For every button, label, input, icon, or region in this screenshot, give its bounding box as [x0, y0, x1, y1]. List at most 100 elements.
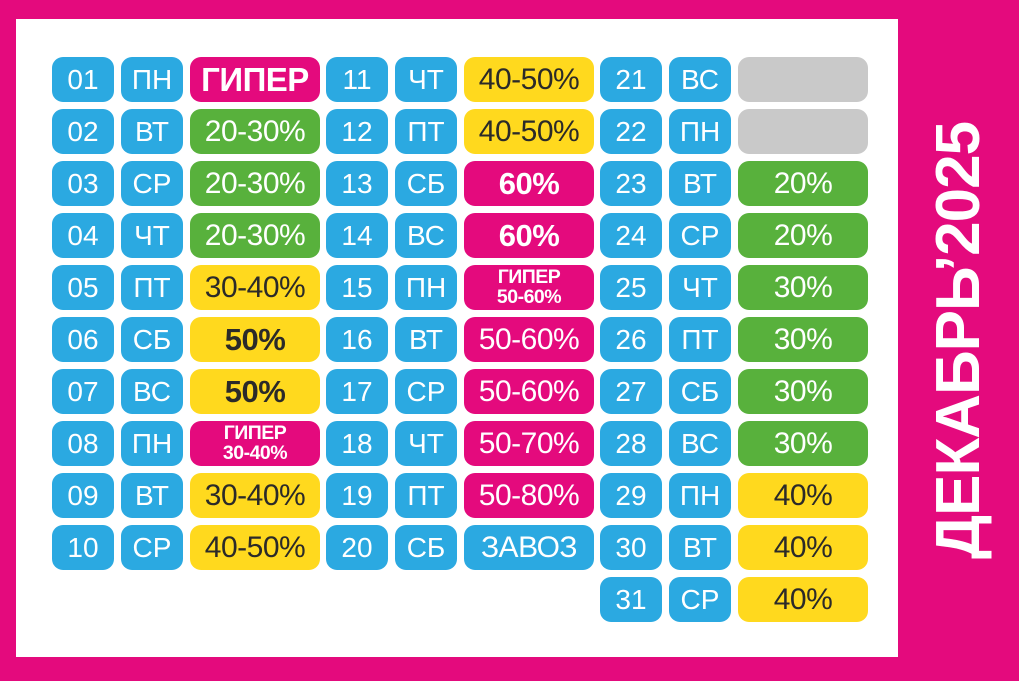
weekday-badge: ЧТ — [121, 213, 183, 258]
date-badge: 21 — [600, 57, 662, 102]
calendar-panel: 01 ПН ГИПЕР 02 ВТ 20-30% 03 СР 20-30% 04 ЧТ 20-30% 0… — [16, 19, 898, 657]
date-badge: 06 — [52, 317, 114, 362]
day-row: 04 ЧТ 20-30% — [52, 213, 320, 258]
day-row: 28 ВС 30% — [600, 421, 868, 466]
day-row: 08 ПН ГИПЕР 30-40% — [52, 421, 320, 466]
weekday-badge: ВС — [395, 213, 457, 258]
weekday-badge: СР — [669, 213, 731, 258]
discount-badge: 30% — [738, 421, 868, 466]
day-row: 16 ВТ 50-60% — [326, 317, 594, 362]
day-row: 02 ВТ 20-30% — [52, 109, 320, 154]
day-row: 11 ЧТ 40-50% — [326, 57, 594, 102]
discount-badge: 30% — [738, 317, 868, 362]
day-row: 03 СР 20-30% — [52, 161, 320, 206]
discount-badge-empty — [738, 109, 868, 154]
date-badge: 26 — [600, 317, 662, 362]
weekday-badge: ВТ — [669, 161, 731, 206]
date-badge: 10 — [52, 525, 114, 570]
date-badge: 24 — [600, 213, 662, 258]
day-row: 07 ВС 50% — [52, 369, 320, 414]
discount-badge: 40-50% — [464, 57, 594, 102]
discount-badge: 20-30% — [190, 109, 320, 154]
date-badge: 08 — [52, 421, 114, 466]
date-badge: 20 — [326, 525, 388, 570]
weekday-badge: ПТ — [669, 317, 731, 362]
weekday-badge: ЧТ — [395, 57, 457, 102]
date-badge: 13 — [326, 161, 388, 206]
day-row: 15 ПН ГИПЕР 50-60% — [326, 265, 594, 310]
discount-badge: 40% — [738, 473, 868, 518]
weekday-badge: ВС — [669, 57, 731, 102]
weekday-badge: СР — [395, 369, 457, 414]
day-row: 14 ВС 60% — [326, 213, 594, 258]
date-badge: 31 — [600, 577, 662, 622]
calendar-column-1: 01 ПН ГИПЕР 02 ВТ 20-30% 03 СР 20-30% 04 ЧТ 20-30% 0… — [52, 57, 320, 622]
discount-badge: 50% — [190, 317, 320, 362]
discount-badge: ЗАВОЗ — [464, 525, 594, 570]
weekday-badge: ВТ — [669, 525, 731, 570]
discount-badge: 20% — [738, 161, 868, 206]
day-row: 31 СР 40% — [600, 577, 868, 622]
date-badge: 27 — [600, 369, 662, 414]
date-badge: 17 — [326, 369, 388, 414]
month-title-band: ДЕКАБРЬ’2025 — [898, 0, 1019, 681]
weekday-badge: СР — [121, 161, 183, 206]
discount-badge: 40% — [738, 525, 868, 570]
date-badge: 16 — [326, 317, 388, 362]
day-row: 27 СБ 30% — [600, 369, 868, 414]
discount-badge: 20-30% — [190, 213, 320, 258]
date-badge: 28 — [600, 421, 662, 466]
discount-badge: 20-30% — [190, 161, 320, 206]
day-row: 20 СБ ЗАВОЗ — [326, 525, 594, 570]
discount-badge: 40-50% — [190, 525, 320, 570]
date-badge: 14 — [326, 213, 388, 258]
discount-badge-line: 30-40% — [222, 441, 288, 464]
day-row: 30 ВТ 40% — [600, 525, 868, 570]
discount-badge: 40-50% — [464, 109, 594, 154]
discount-badge: 40% — [738, 577, 868, 622]
date-badge: 12 — [326, 109, 388, 154]
discount-badge: 30% — [738, 369, 868, 414]
day-row: 17 СР 50-60% — [326, 369, 594, 414]
weekday-badge: ЧТ — [669, 265, 731, 310]
day-row: 21 ВС — [600, 57, 868, 102]
day-row: 12 ПТ 40-50% — [326, 109, 594, 154]
weekday-badge: ПН — [121, 421, 183, 466]
day-row: 23 ВТ 20% — [600, 161, 868, 206]
discount-badge: 50-70% — [464, 421, 594, 466]
weekday-badge: СБ — [121, 317, 183, 362]
weekday-badge: ВС — [669, 421, 731, 466]
weekday-badge: ПН — [121, 57, 183, 102]
day-row: 13 СБ 60% — [326, 161, 594, 206]
discount-badge-empty — [738, 57, 868, 102]
date-badge: 23 — [600, 161, 662, 206]
date-badge: 29 — [600, 473, 662, 518]
discount-badge-line: ГИПЕР — [497, 266, 561, 288]
weekday-badge: ВС — [121, 369, 183, 414]
date-badge: 11 — [326, 57, 388, 102]
discount-badge: 50-60% — [464, 369, 594, 414]
day-row: 24 СР 20% — [600, 213, 868, 258]
discount-badge: 30% — [738, 265, 868, 310]
day-row: 01 ПН ГИПЕР — [52, 57, 320, 102]
date-badge: 05 — [52, 265, 114, 310]
date-badge: 19 — [326, 473, 388, 518]
date-badge: 03 — [52, 161, 114, 206]
calendar-column-3: 21 ВС 22 ПН 23 ВТ 20% 24 СР 20% 25 ЧТ 30% 26 ПТ 30% 27 СБ… — [600, 57, 868, 622]
weekday-badge: СР — [669, 577, 731, 622]
discount-badge-line: ГИПЕР — [223, 422, 287, 444]
discount-badge: 60% — [464, 161, 594, 206]
date-badge: 04 — [52, 213, 114, 258]
discount-badge: ГИПЕР 50-60% — [464, 265, 594, 310]
weekday-badge: ВТ — [121, 473, 183, 518]
day-row: 09 ВТ 30-40% — [52, 473, 320, 518]
date-badge: 15 — [326, 265, 388, 310]
date-badge: 07 — [52, 369, 114, 414]
weekday-badge: СБ — [669, 369, 731, 414]
weekday-badge: ПН — [669, 109, 731, 154]
day-row: 25 ЧТ 30% — [600, 265, 868, 310]
discount-badge: 20% — [738, 213, 868, 258]
discount-badge-line: 50-60% — [496, 285, 562, 308]
day-row: 05 ПТ 30-40% — [52, 265, 320, 310]
discount-badge: 30-40% — [190, 265, 320, 310]
